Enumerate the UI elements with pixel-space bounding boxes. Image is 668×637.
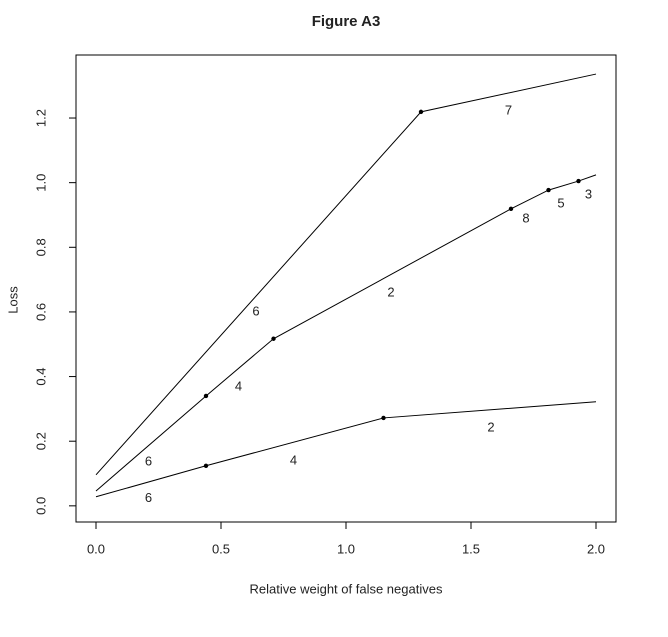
y-tick-label: 1.2 xyxy=(33,109,48,127)
y-tick-label: 0.4 xyxy=(33,368,48,386)
annotation: 3 xyxy=(585,186,592,201)
series-line xyxy=(95,73,597,476)
x-tick-label: 1.0 xyxy=(337,541,355,556)
y-tick-label: 0.0 xyxy=(33,497,48,515)
point-marker xyxy=(203,463,209,468)
x-tick-label: 1.5 xyxy=(462,541,480,556)
y-tick-label: 1.0 xyxy=(33,174,48,192)
x-tick-label: 2.0 xyxy=(587,541,605,556)
point-marker xyxy=(381,415,386,421)
chart-title: Figure A3 xyxy=(312,13,381,30)
point-marker xyxy=(271,336,276,341)
y-tick-label: 0.2 xyxy=(33,432,48,450)
point-marker xyxy=(203,393,209,399)
series-line xyxy=(95,401,597,498)
annotation: 6 xyxy=(145,453,152,468)
annotation: 2 xyxy=(487,419,494,434)
point-marker xyxy=(418,109,424,115)
x-tick-label: 0.5 xyxy=(212,541,230,556)
annotation: 2 xyxy=(387,284,394,299)
annotation: 6 xyxy=(145,490,152,505)
annotation: 6 xyxy=(252,303,259,318)
series-line xyxy=(95,174,597,492)
annotation: 4 xyxy=(235,378,242,393)
x-tick-label: 0.0 xyxy=(87,541,105,556)
annotation: 4 xyxy=(290,452,297,467)
point-marker xyxy=(576,178,581,184)
plot-box xyxy=(75,54,617,523)
y-tick-label: 0.8 xyxy=(33,238,48,256)
x-axis-label: Relative weight of false negatives xyxy=(250,581,443,596)
y-axis-label: Loss xyxy=(5,286,20,314)
point-marker xyxy=(546,187,551,193)
annotation: 8 xyxy=(522,210,529,225)
point-marker xyxy=(508,206,514,212)
annotation: 5 xyxy=(557,195,564,210)
annotation: 7 xyxy=(505,102,512,117)
y-tick-label: 0.6 xyxy=(33,303,48,321)
